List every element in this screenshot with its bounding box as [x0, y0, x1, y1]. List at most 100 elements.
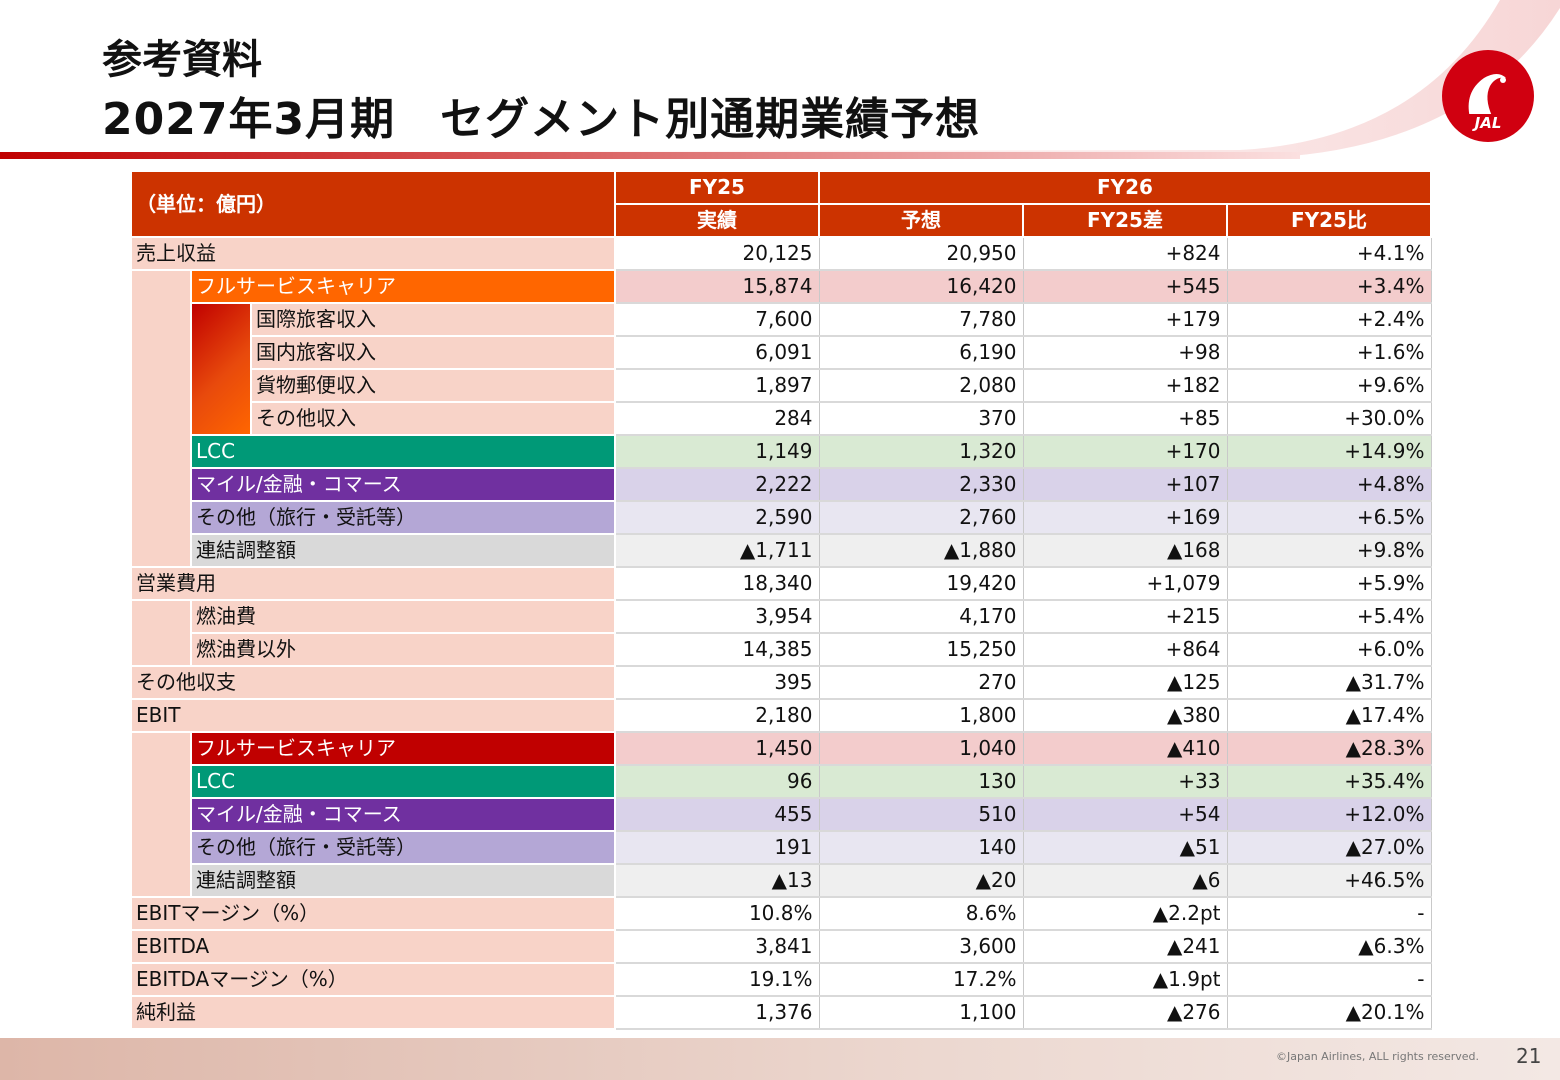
row-label: EBITマージン（%）: [130, 896, 616, 931]
value-fy26-forecast: 15,250: [818, 632, 1024, 667]
table-row: 純利益 1,376 1,100 ▲276 ▲20.1%: [130, 995, 1432, 1030]
value-fy25-diff: +824: [1022, 236, 1228, 271]
value-fy25-diff: ▲51: [1022, 830, 1228, 865]
value-fy25-diff: +107: [1022, 467, 1228, 502]
value-fy25-actual: ▲1,711: [614, 533, 820, 568]
row-label: その他収入: [250, 401, 616, 436]
value-fy25-ratio: -: [1226, 896, 1432, 931]
value-fy25-actual: 284: [614, 401, 820, 436]
value-fy26-forecast: ▲20: [818, 863, 1024, 898]
row-label: 貨物郵便収入: [250, 368, 616, 403]
row-label: 純利益: [130, 995, 616, 1030]
segment-forecast-table: （単位：億円） FY25 FY26 実績 予想 FY25差 FY25比 売上収益…: [130, 170, 1432, 1030]
value-fy25-ratio: ▲6.3%: [1226, 929, 1432, 964]
row-label: 営業費用: [130, 566, 616, 601]
indent-cell: [130, 269, 192, 568]
value-fy26-forecast: 1,100: [818, 995, 1024, 1030]
segment-label-other: その他（旅行・受託等）: [190, 830, 616, 865]
value-fy25-actual: 7,600: [614, 302, 820, 337]
segment-label-consolidation: 連結調整額: [190, 863, 616, 898]
full-service-sub-marker: [190, 302, 252, 436]
value-fy25-diff: ▲380: [1022, 698, 1228, 733]
value-fy25-actual: 3,954: [614, 599, 820, 634]
value-fy25-actual: 15,874: [614, 269, 820, 304]
value-fy25-ratio: +5.9%: [1226, 566, 1432, 601]
jal-logo: JAL: [1442, 50, 1534, 142]
value-fy25-ratio: ▲31.7%: [1226, 665, 1432, 700]
value-fy26-forecast: 3,600: [818, 929, 1024, 964]
table-row: その他（旅行・受託等） 191 140 ▲51 ▲27.0%: [131, 830, 1432, 865]
value-fy25-ratio: +12.0%: [1226, 797, 1432, 832]
value-fy25-diff: +85: [1022, 401, 1228, 436]
value-fy25-actual: 19.1%: [614, 962, 820, 997]
copyright-text: ©Japan Airlines, ALL rights reserved.: [1276, 1050, 1480, 1063]
value-fy25-actual: 6,091: [614, 335, 820, 370]
value-fy25-ratio: +46.5%: [1226, 863, 1432, 898]
row-label: 売上収益: [130, 236, 616, 271]
segment-label-consolidation: 連結調整額: [190, 533, 616, 568]
value-fy25-ratio: -: [1226, 962, 1432, 997]
table-row: 国際旅客収入 7,600 7,780 +179 +2.4%: [131, 302, 1432, 436]
row-label: 燃油費: [190, 599, 616, 634]
value-fy26-forecast: 130: [818, 764, 1024, 799]
value-fy25-actual: 2,222: [614, 467, 820, 502]
value-fy25-ratio: +9.8%: [1226, 533, 1432, 568]
segment-label-lcc: LCC: [190, 764, 616, 799]
value-fy25-ratio: +4.8%: [1226, 467, 1432, 502]
fy26-header: FY26: [818, 170, 1432, 205]
value-fy26-forecast: 2,760: [818, 500, 1024, 535]
value-fy25-diff: +182: [1022, 368, 1228, 403]
row-label: 国内旅客収入: [250, 335, 616, 370]
value-fy25-diff: ▲1.9pt: [1022, 962, 1228, 997]
value-fy25-ratio: +1.6%: [1226, 335, 1432, 370]
value-fy25-diff: +1,079: [1022, 566, 1228, 601]
table-row: その他（旅行・受託等） 2,590 2,760 +169 +6.5%: [131, 500, 1432, 535]
value-fy26-forecast: 17.2%: [818, 962, 1024, 997]
table-row: フルサービスキャリア 1,450 1,040 ▲410 ▲28.3%: [130, 731, 1432, 898]
value-fy25-ratio: ▲17.4%: [1226, 698, 1432, 733]
value-fy26-forecast: 20,950: [818, 236, 1024, 271]
indent-cell: [130, 599, 192, 667]
segment-label-mile-finance: マイル/金融・コマース: [190, 467, 616, 502]
fy25-header: FY25: [614, 170, 820, 205]
value-fy26-forecast: 2,080: [818, 368, 1024, 403]
segment-label-full-service: フルサービスキャリア: [190, 269, 616, 304]
page-number: 21: [1516, 1044, 1542, 1068]
value-fy25-diff: +54: [1022, 797, 1228, 832]
value-fy25-actual: 3,841: [614, 929, 820, 964]
value-fy25-actual: 2,180: [614, 698, 820, 733]
segment-label-mile-finance: マイル/金融・コマース: [190, 797, 616, 832]
value-fy25-actual: 96: [614, 764, 820, 799]
value-fy26-forecast: ▲1,880: [818, 533, 1024, 568]
value-fy26-forecast: 1,800: [818, 698, 1024, 733]
value-fy25-ratio: +6.5%: [1226, 500, 1432, 535]
value-fy25-ratio: +30.0%: [1226, 401, 1432, 436]
value-fy25-diff: ▲410: [1022, 731, 1228, 766]
table-row: EBITマージン（%） 10.8% 8.6% ▲2.2pt -: [130, 896, 1432, 931]
col-forecast-header: 予想: [818, 203, 1024, 238]
value-fy25-diff: ▲276: [1022, 995, 1228, 1030]
table-row: 貨物郵便収入 1,897 2,080 +182 +9.6%: [131, 368, 1432, 403]
table-row: 燃油費以外 14,385 15,250 +864 +6.0%: [131, 632, 1432, 667]
value-fy26-forecast: 140: [818, 830, 1024, 865]
value-fy26-forecast: 510: [818, 797, 1024, 832]
value-fy25-ratio: ▲28.3%: [1226, 731, 1432, 766]
table-row: EBITDA 3,841 3,600 ▲241 ▲6.3%: [130, 929, 1432, 964]
value-fy25-diff: +545: [1022, 269, 1228, 304]
value-fy25-ratio: ▲20.1%: [1226, 995, 1432, 1030]
col-actual-header: 実績: [614, 203, 820, 238]
value-fy25-ratio: +5.4%: [1226, 599, 1432, 634]
value-fy26-forecast: 8.6%: [818, 896, 1024, 931]
value-fy25-ratio: +4.1%: [1226, 236, 1432, 271]
value-fy25-actual: 1,149: [614, 434, 820, 469]
value-fy26-forecast: 1,320: [818, 434, 1024, 469]
header-row-2: 実績 予想 FY25差 FY25比: [131, 203, 1432, 238]
footer-bar: [0, 1038, 1560, 1080]
value-fy26-forecast: 19,420: [818, 566, 1024, 601]
value-fy25-actual: 1,450: [614, 731, 820, 766]
value-fy25-actual: 395: [614, 665, 820, 700]
segment-label-full-service: フルサービスキャリア: [190, 731, 616, 766]
table-row: その他収支 395 270 ▲125 ▲31.7%: [130, 665, 1432, 700]
value-fy25-actual: 1,897: [614, 368, 820, 403]
table-row: LCC 1,149 1,320 +170 +14.9%: [131, 434, 1432, 469]
